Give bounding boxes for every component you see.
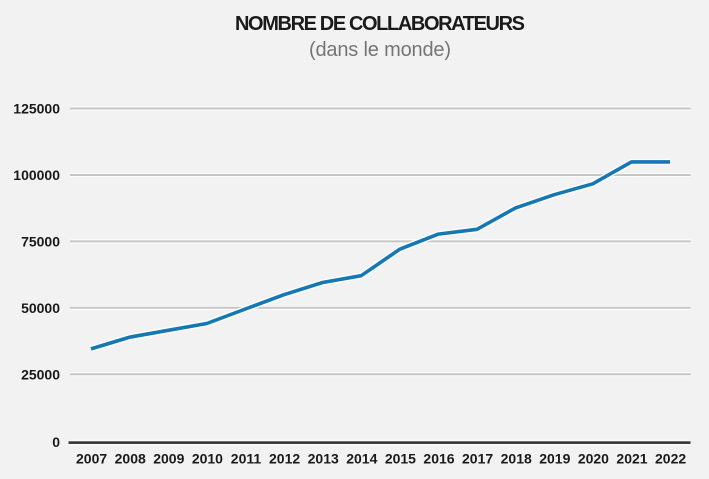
svg-text:100000: 100000 [13, 167, 60, 183]
svg-text:2009: 2009 [153, 451, 184, 467]
svg-text:(dans le monde): (dans le monde) [309, 39, 451, 61]
svg-text:2017: 2017 [462, 451, 493, 467]
svg-text:2014: 2014 [346, 451, 377, 467]
svg-text:2012: 2012 [269, 451, 300, 467]
svg-text:25000: 25000 [21, 366, 60, 382]
svg-text:NOMBRE DE COLLABORATEURS: NOMBRE DE COLLABORATEURS [235, 13, 525, 35]
svg-text:50000: 50000 [21, 300, 60, 316]
svg-text:2021: 2021 [616, 451, 647, 467]
svg-text:2010: 2010 [192, 451, 223, 467]
svg-text:2022: 2022 [655, 451, 686, 467]
svg-text:2013: 2013 [308, 451, 339, 467]
svg-text:2020: 2020 [578, 451, 609, 467]
svg-text:2008: 2008 [115, 451, 146, 467]
svg-text:2007: 2007 [76, 451, 107, 467]
svg-text:2019: 2019 [539, 451, 570, 467]
svg-text:2016: 2016 [423, 451, 454, 467]
svg-text:125000: 125000 [13, 101, 60, 117]
svg-text:2011: 2011 [231, 451, 262, 467]
svg-text:0: 0 [52, 434, 60, 450]
svg-text:75000: 75000 [21, 233, 60, 249]
svg-text:2018: 2018 [501, 451, 532, 467]
svg-text:2015: 2015 [385, 451, 416, 467]
